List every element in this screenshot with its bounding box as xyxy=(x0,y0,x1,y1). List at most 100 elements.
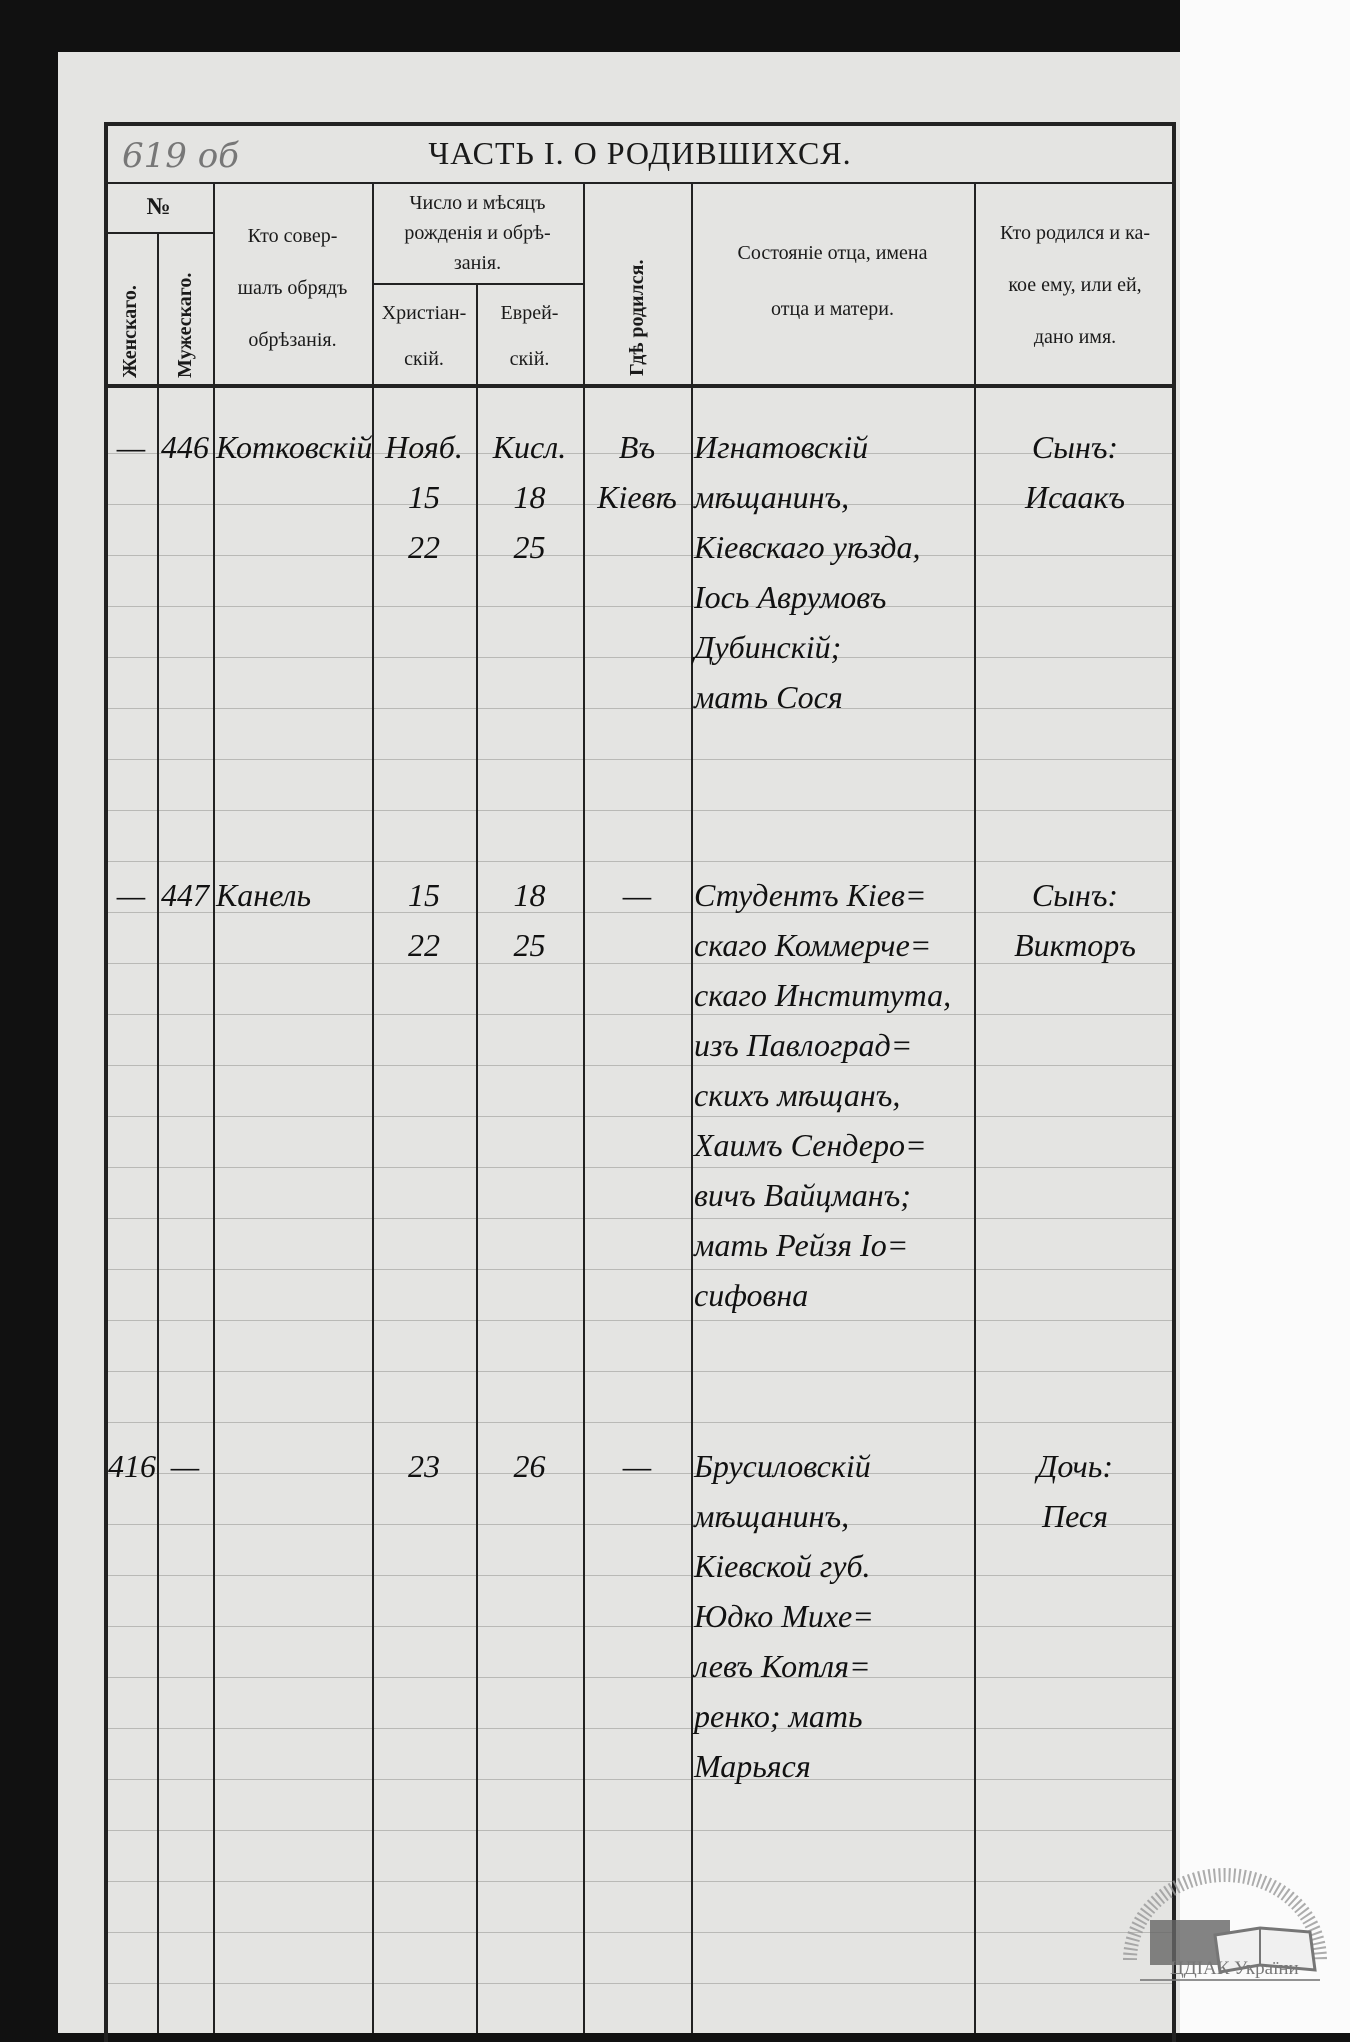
entry-father: Игнатовскій мѣщанинъ, Кіевскаго уѣзда, Іось… xyxy=(694,422,971,722)
entry-father-line: Іось Аврумовъ xyxy=(694,579,887,615)
entry-child: Сынъ: Исаакъ xyxy=(977,422,1173,522)
entry-christian-line: Нояб. xyxy=(385,429,463,465)
column-line xyxy=(476,283,478,2033)
ruled-line xyxy=(104,1014,1176,1015)
ruled-line xyxy=(104,963,1176,964)
entry-christian-line: 22 xyxy=(408,529,440,565)
ruled-line xyxy=(104,861,1176,862)
entry-child-line: Викторъ xyxy=(1014,927,1136,963)
entry-jewish: 18 25 xyxy=(479,870,580,970)
ruled-line xyxy=(104,810,1176,811)
entry-jewish-line: 25 xyxy=(513,529,546,565)
header-christian: Христіан- скій. xyxy=(372,290,476,382)
entry-father-line: Кіевскаго уѣзда, xyxy=(694,529,921,565)
ruled-line xyxy=(104,1371,1176,1372)
column-line xyxy=(974,182,976,2033)
entry-christian-line: 23 xyxy=(408,1448,440,1484)
header-line: занія. xyxy=(453,252,502,274)
page-margin xyxy=(1180,0,1350,2033)
entry-jewish-line: Кисл. xyxy=(492,429,567,465)
column-line xyxy=(691,182,693,2033)
entry-father: Студентъ Кіев= скаго Коммерче= скаго Инсти… xyxy=(694,870,971,1320)
register-table xyxy=(104,122,1176,2042)
entry-where-line: Кіевѣ xyxy=(597,479,677,515)
ruled-line xyxy=(104,1116,1176,1117)
ruled-line xyxy=(104,453,1176,454)
entry-performer-line: Канель xyxy=(216,877,312,913)
header-line: рожденія и обрѣ- xyxy=(404,222,551,244)
entry-christian-line: 15 xyxy=(408,877,440,913)
entry-father-line: ренко; мать xyxy=(694,1698,863,1734)
header-performer: Кто совер- шалъ обрядъ обрѣзанія. xyxy=(213,210,372,366)
column-line xyxy=(213,182,215,2033)
header-line: обрѣзанія. xyxy=(248,329,337,351)
entry-father-line: сифовна xyxy=(694,1277,809,1313)
entry-father-line: изъ Павлоград= xyxy=(694,1027,913,1063)
entry-child: Дочь: Песя xyxy=(977,1441,1173,1541)
entry-father-line: Студентъ Кіев= xyxy=(694,877,927,913)
entry-father-line: левъ Котля= xyxy=(694,1648,871,1684)
header-line: Число и мѣсяцъ xyxy=(409,192,546,214)
entry-where: Въ Кіевѣ xyxy=(586,422,688,522)
ruled-line xyxy=(104,1830,1176,1831)
ruled-line xyxy=(104,555,1176,556)
entry-performer: Котковскій xyxy=(216,422,373,472)
ruled-line xyxy=(104,1218,1176,1219)
entry-christian-line: 15 xyxy=(408,479,440,515)
header-line: дано имя. xyxy=(1033,326,1117,348)
title-divider xyxy=(104,182,1176,184)
ruled-line xyxy=(104,1677,1176,1678)
entry-female: 416 xyxy=(108,1441,156,1491)
entry-father-line: мать Сося xyxy=(694,679,843,715)
column-line xyxy=(372,182,374,2033)
entry-jewish-line: 25 xyxy=(513,927,546,963)
page-title: ЧАСТЬ I. О РОДИВШИХСЯ. xyxy=(428,135,852,171)
entry-father-line: скаго Коммерче= xyxy=(694,927,932,963)
header-line: Кто совер- xyxy=(247,225,338,247)
entry-child-line: Дочь: xyxy=(1036,1448,1113,1484)
ruled-line xyxy=(104,504,1176,505)
header-line: скій. xyxy=(509,348,550,370)
entry-child-line: Сынъ: xyxy=(1031,877,1119,913)
ruled-line xyxy=(104,759,1176,760)
ruled-line xyxy=(104,708,1176,709)
entry-jewish-line: 26 xyxy=(513,1448,546,1484)
entry-female-line: — xyxy=(116,877,146,913)
entry-christian: 15 22 xyxy=(375,870,473,970)
entry-father-line: вичъ Вайцманъ; xyxy=(694,1177,911,1213)
ruled-line xyxy=(104,1065,1176,1066)
entry-christian: 23 xyxy=(375,1441,473,1491)
entry-father-line: Хаимъ Сендеро= xyxy=(694,1127,927,1163)
header-number: № xyxy=(146,194,171,220)
entry-male: — xyxy=(160,1441,210,1491)
ruled-line xyxy=(104,606,1176,607)
entry-performer: Канель xyxy=(216,870,369,920)
entry-father-line: мать Рейзя Іо= xyxy=(694,1227,909,1263)
ruled-line xyxy=(104,1779,1176,1780)
header-line: отца и матери. xyxy=(771,298,894,320)
header-line: Кто родился и ка- xyxy=(999,222,1151,244)
entry-father-line: Марьяся xyxy=(694,1748,811,1784)
ruled-line xyxy=(104,1728,1176,1729)
entry-christian: Нояб. 15 22 xyxy=(375,422,473,572)
archive-stamp-logo xyxy=(1123,1868,1327,1981)
entry-father-line: мѣщанинъ, xyxy=(694,1498,850,1534)
column-line xyxy=(583,182,585,2033)
header-male: Мужескаго. xyxy=(174,272,196,378)
entry-female: — xyxy=(108,422,154,472)
ruled-line xyxy=(104,657,1176,658)
ruled-line xyxy=(104,1320,1176,1321)
entry-performer-line: Котковскій xyxy=(216,429,373,465)
entry-female-line: — xyxy=(116,429,146,465)
ruled-line xyxy=(104,1932,1176,1933)
archive-stamp-name: ЦДІАК України xyxy=(1170,1958,1299,1979)
entry-christian-line: 22 xyxy=(408,927,440,963)
entry-father-line: мѣщанинъ, xyxy=(694,479,850,515)
folio-number: 619 об xyxy=(122,136,239,176)
ruled-line xyxy=(104,1473,1176,1474)
header-father: Состояніе отца, имена отца и матери. xyxy=(691,225,974,337)
header-female: Женскаго. xyxy=(119,285,141,378)
entry-where-line: Въ xyxy=(618,429,656,465)
ruled-line xyxy=(104,1524,1176,1525)
ruled-line xyxy=(104,1983,1176,1984)
